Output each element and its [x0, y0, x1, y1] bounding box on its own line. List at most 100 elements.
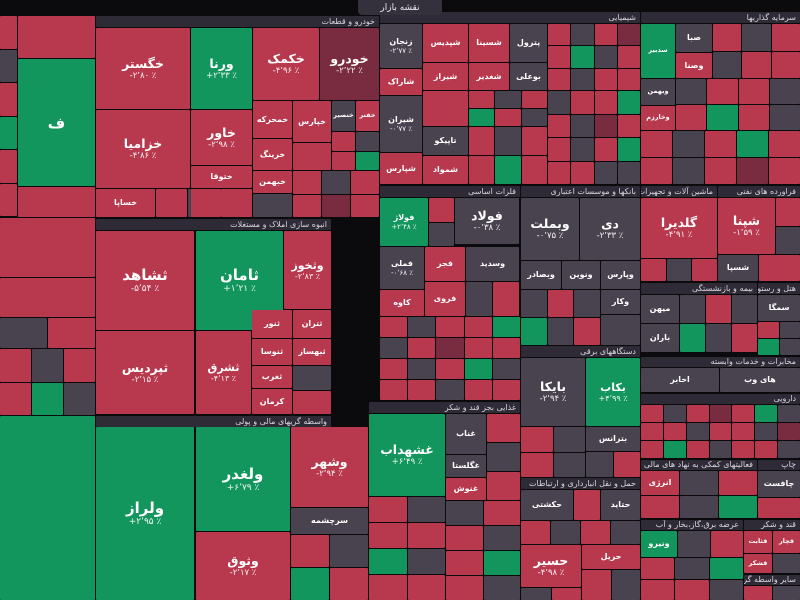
- tile[interactable]: [487, 414, 520, 442]
- tile-بایکا[interactable]: بایکا -۲٬۹۴ ٪: [521, 358, 585, 426]
- tile-صبا[interactable]: صبا: [676, 24, 712, 52]
- tile[interactable]: [594, 114, 617, 137]
- tile[interactable]: [732, 324, 757, 352]
- tile[interactable]: [487, 472, 520, 500]
- tile[interactable]: [521, 452, 553, 477]
- tile[interactable]: [758, 339, 779, 355]
- tile-سمگا[interactable]: سمگا: [758, 295, 800, 321]
- tile-وبهمن[interactable]: وبهمن: [641, 79, 675, 105]
- tile[interactable]: [351, 171, 379, 194]
- tile[interactable]: [776, 198, 800, 226]
- tile[interactable]: [408, 317, 436, 337]
- tile[interactable]: [738, 105, 769, 130]
- tile[interactable]: [758, 322, 779, 338]
- tile-ثغرب[interactable]: ثغرب: [252, 366, 292, 388]
- tile[interactable]: [709, 579, 743, 600]
- tile-میهن[interactable]: میهن: [641, 295, 679, 323]
- tile[interactable]: [483, 551, 520, 575]
- tile[interactable]: [380, 359, 408, 379]
- tile-حریل[interactable]: حریل: [582, 545, 640, 569]
- tile[interactable]: [738, 79, 769, 104]
- tile[interactable]: [732, 441, 755, 458]
- tile[interactable]: [322, 194, 350, 217]
- tile[interactable]: [521, 109, 547, 126]
- tile[interactable]: [709, 423, 732, 440]
- tile[interactable]: [617, 161, 640, 184]
- tile[interactable]: [547, 318, 574, 345]
- tile[interactable]: [408, 359, 436, 379]
- tile-وبصادر[interactable]: وبصادر: [521, 261, 561, 289]
- tile[interactable]: [551, 521, 580, 544]
- tile[interactable]: [772, 586, 800, 600]
- tile-کاوه[interactable]: کاوه: [380, 290, 424, 316]
- tile[interactable]: [571, 46, 594, 68]
- tile[interactable]: [548, 91, 571, 114]
- tile-شمواد[interactable]: شمواد: [423, 156, 468, 184]
- tile[interactable]: [686, 405, 709, 422]
- tile[interactable]: [713, 51, 742, 78]
- tile[interactable]: [0, 278, 95, 317]
- tile[interactable]: [594, 138, 617, 161]
- tile[interactable]: [582, 570, 611, 600]
- tile[interactable]: [732, 423, 755, 440]
- tile[interactable]: [675, 579, 709, 600]
- tile-خرینگ[interactable]: خرینگ: [253, 139, 292, 170]
- tile-خمحرکه[interactable]: خمحرکه: [253, 101, 292, 138]
- tile-زنجان[interactable]: زنجان -۲٬۷۷ ٪: [380, 24, 422, 68]
- tile[interactable]: [493, 282, 519, 316]
- tile[interactable]: [551, 588, 581, 600]
- tile[interactable]: [769, 105, 800, 130]
- tile-ثتران[interactable]: ثتران: [293, 310, 331, 338]
- tile-وصنا[interactable]: وصنا: [676, 53, 712, 78]
- tile-فملی[interactable]: فملی -۰٬۶۸ ٪: [380, 247, 424, 289]
- tile-تاپیکو[interactable]: تاپیکو: [423, 127, 468, 155]
- tile-گلدیرا[interactable]: گلدیرا -۴٬۹۱ ٪: [641, 198, 717, 258]
- tile[interactable]: [779, 322, 800, 338]
- tile[interactable]: [380, 317, 408, 337]
- tile[interactable]: [663, 441, 686, 458]
- tile[interactable]: [641, 131, 672, 157]
- tile[interactable]: [707, 105, 738, 130]
- tile[interactable]: [0, 83, 17, 116]
- tile[interactable]: [759, 255, 800, 281]
- tile[interactable]: [222, 189, 252, 217]
- tile-فولاد[interactable]: فولاد -۰٬۳۸ ٪: [455, 198, 519, 244]
- tile-بترانس[interactable]: بترانس: [586, 427, 640, 451]
- tile[interactable]: [755, 441, 778, 458]
- tile[interactable]: [521, 290, 547, 317]
- tile-فجر[interactable]: فجر: [425, 247, 465, 281]
- tile-غنوش[interactable]: غنوش: [446, 478, 486, 500]
- tile[interactable]: [521, 127, 547, 155]
- tile-ونوین[interactable]: ونوین: [562, 261, 600, 289]
- tile[interactable]: [617, 46, 640, 68]
- tile[interactable]: [0, 318, 47, 348]
- tile[interactable]: [495, 127, 521, 155]
- tile[interactable]: [611, 570, 640, 600]
- tile[interactable]: [771, 51, 800, 78]
- tile[interactable]: [641, 158, 672, 184]
- tile[interactable]: [356, 151, 379, 170]
- tile-بوعلی[interactable]: بوعلی: [510, 63, 547, 90]
- tile[interactable]: [492, 380, 520, 400]
- tile-وثخوز[interactable]: وثخوز -۲٬۸۳ ٪: [284, 231, 331, 309]
- tile[interactable]: [293, 171, 321, 194]
- tile[interactable]: [32, 349, 63, 382]
- tile[interactable]: [611, 521, 640, 544]
- tile[interactable]: [719, 471, 757, 495]
- tile[interactable]: [64, 349, 95, 382]
- tile-ف[interactable]: ف: [18, 59, 95, 186]
- tile[interactable]: [758, 498, 800, 518]
- tile[interactable]: [641, 405, 663, 422]
- tile[interactable]: [495, 91, 521, 108]
- tile[interactable]: [571, 114, 594, 137]
- tile-خاور[interactable]: خاور -۲٬۹۸ ٪: [191, 110, 252, 165]
- tile-حکشتی[interactable]: حکشتی: [521, 490, 573, 520]
- tile[interactable]: [0, 349, 31, 382]
- tile[interactable]: [483, 526, 520, 550]
- tile-فروی[interactable]: فروی: [425, 282, 465, 316]
- tile-وشهر[interactable]: وشهر -۲٬۹۴ ٪: [291, 427, 368, 507]
- tile[interactable]: [369, 575, 407, 600]
- tile[interactable]: [594, 24, 617, 46]
- tile[interactable]: [469, 156, 495, 184]
- tile-شاراک[interactable]: شاراک: [380, 69, 422, 95]
